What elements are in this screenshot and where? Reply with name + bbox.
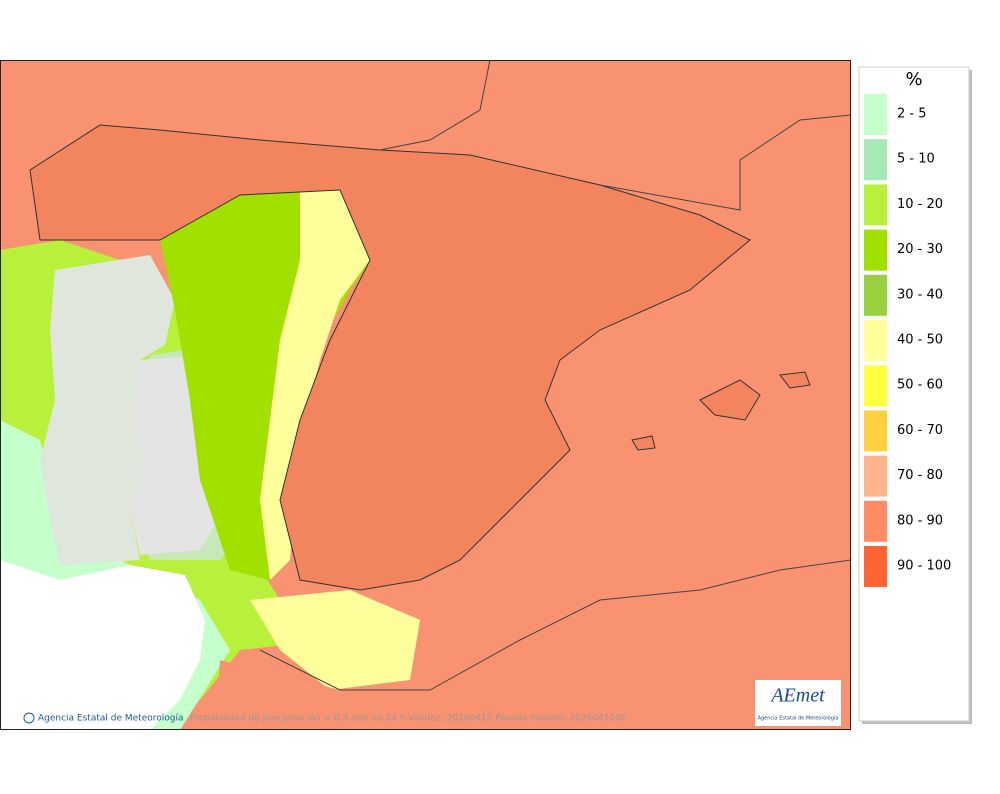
precip-zone <box>215 660 440 730</box>
legend-swatch <box>864 274 887 316</box>
island <box>779 371 811 389</box>
legend-swatch <box>864 410 887 452</box>
legend-label: 70 - 80 <box>897 468 943 483</box>
copyright-icon <box>23 712 35 724</box>
legend-label: 20 - 30 <box>897 242 943 257</box>
island <box>631 435 656 451</box>
legend-label: 5 - 10 <box>897 152 935 167</box>
legend-swatch <box>864 94 887 135</box>
logo-name: AEmet <box>769 685 825 707</box>
land-no-data <box>0 560 205 730</box>
logo-subtitle: Agencia Estatal de Meteorología <box>758 715 839 722</box>
legend-title: % <box>905 69 922 90</box>
precip-zone <box>250 590 420 690</box>
coastline <box>379 60 851 211</box>
map-frame <box>0 60 851 730</box>
credit: Agencia Estatal de Meteorología Probabil… <box>23 712 627 724</box>
legend-swatch <box>864 139 887 181</box>
legend-swatch <box>864 500 887 542</box>
legend-swatch <box>864 320 887 361</box>
caption: Probabilidad de precipitación > 0.5 mm e… <box>190 713 627 724</box>
legend-label: 80 - 90 <box>897 513 943 528</box>
legend-label: 2 - 5 <box>897 107 927 122</box>
legend-swatch <box>864 229 887 271</box>
legend-swatch <box>864 365 887 407</box>
map: Agencia Estatal de Meteorología Probabil… <box>0 60 851 730</box>
coastline <box>259 559 851 691</box>
spain-land <box>29 124 751 591</box>
legend-swatch <box>864 455 887 497</box>
logo-box <box>755 680 841 726</box>
legend-label: 10 - 20 <box>897 197 943 212</box>
legend-label: 90 - 100 <box>897 559 951 574</box>
credit-text: Agencia Estatal de Meteorología <box>38 714 184 724</box>
legend-label: 40 - 50 <box>897 333 943 348</box>
island <box>699 379 761 421</box>
legend-label: 60 - 70 <box>897 423 943 438</box>
legend-label: 50 - 60 <box>897 378 943 393</box>
legend-swatch <box>864 546 887 587</box>
legend-swatch <box>864 184 887 226</box>
legend-label: 30 - 40 <box>897 287 943 302</box>
legend-items: 2 - 5 5 - 10 10 - 20 20 - 30 30 - 40 40 - 50 5… <box>864 94 951 587</box>
